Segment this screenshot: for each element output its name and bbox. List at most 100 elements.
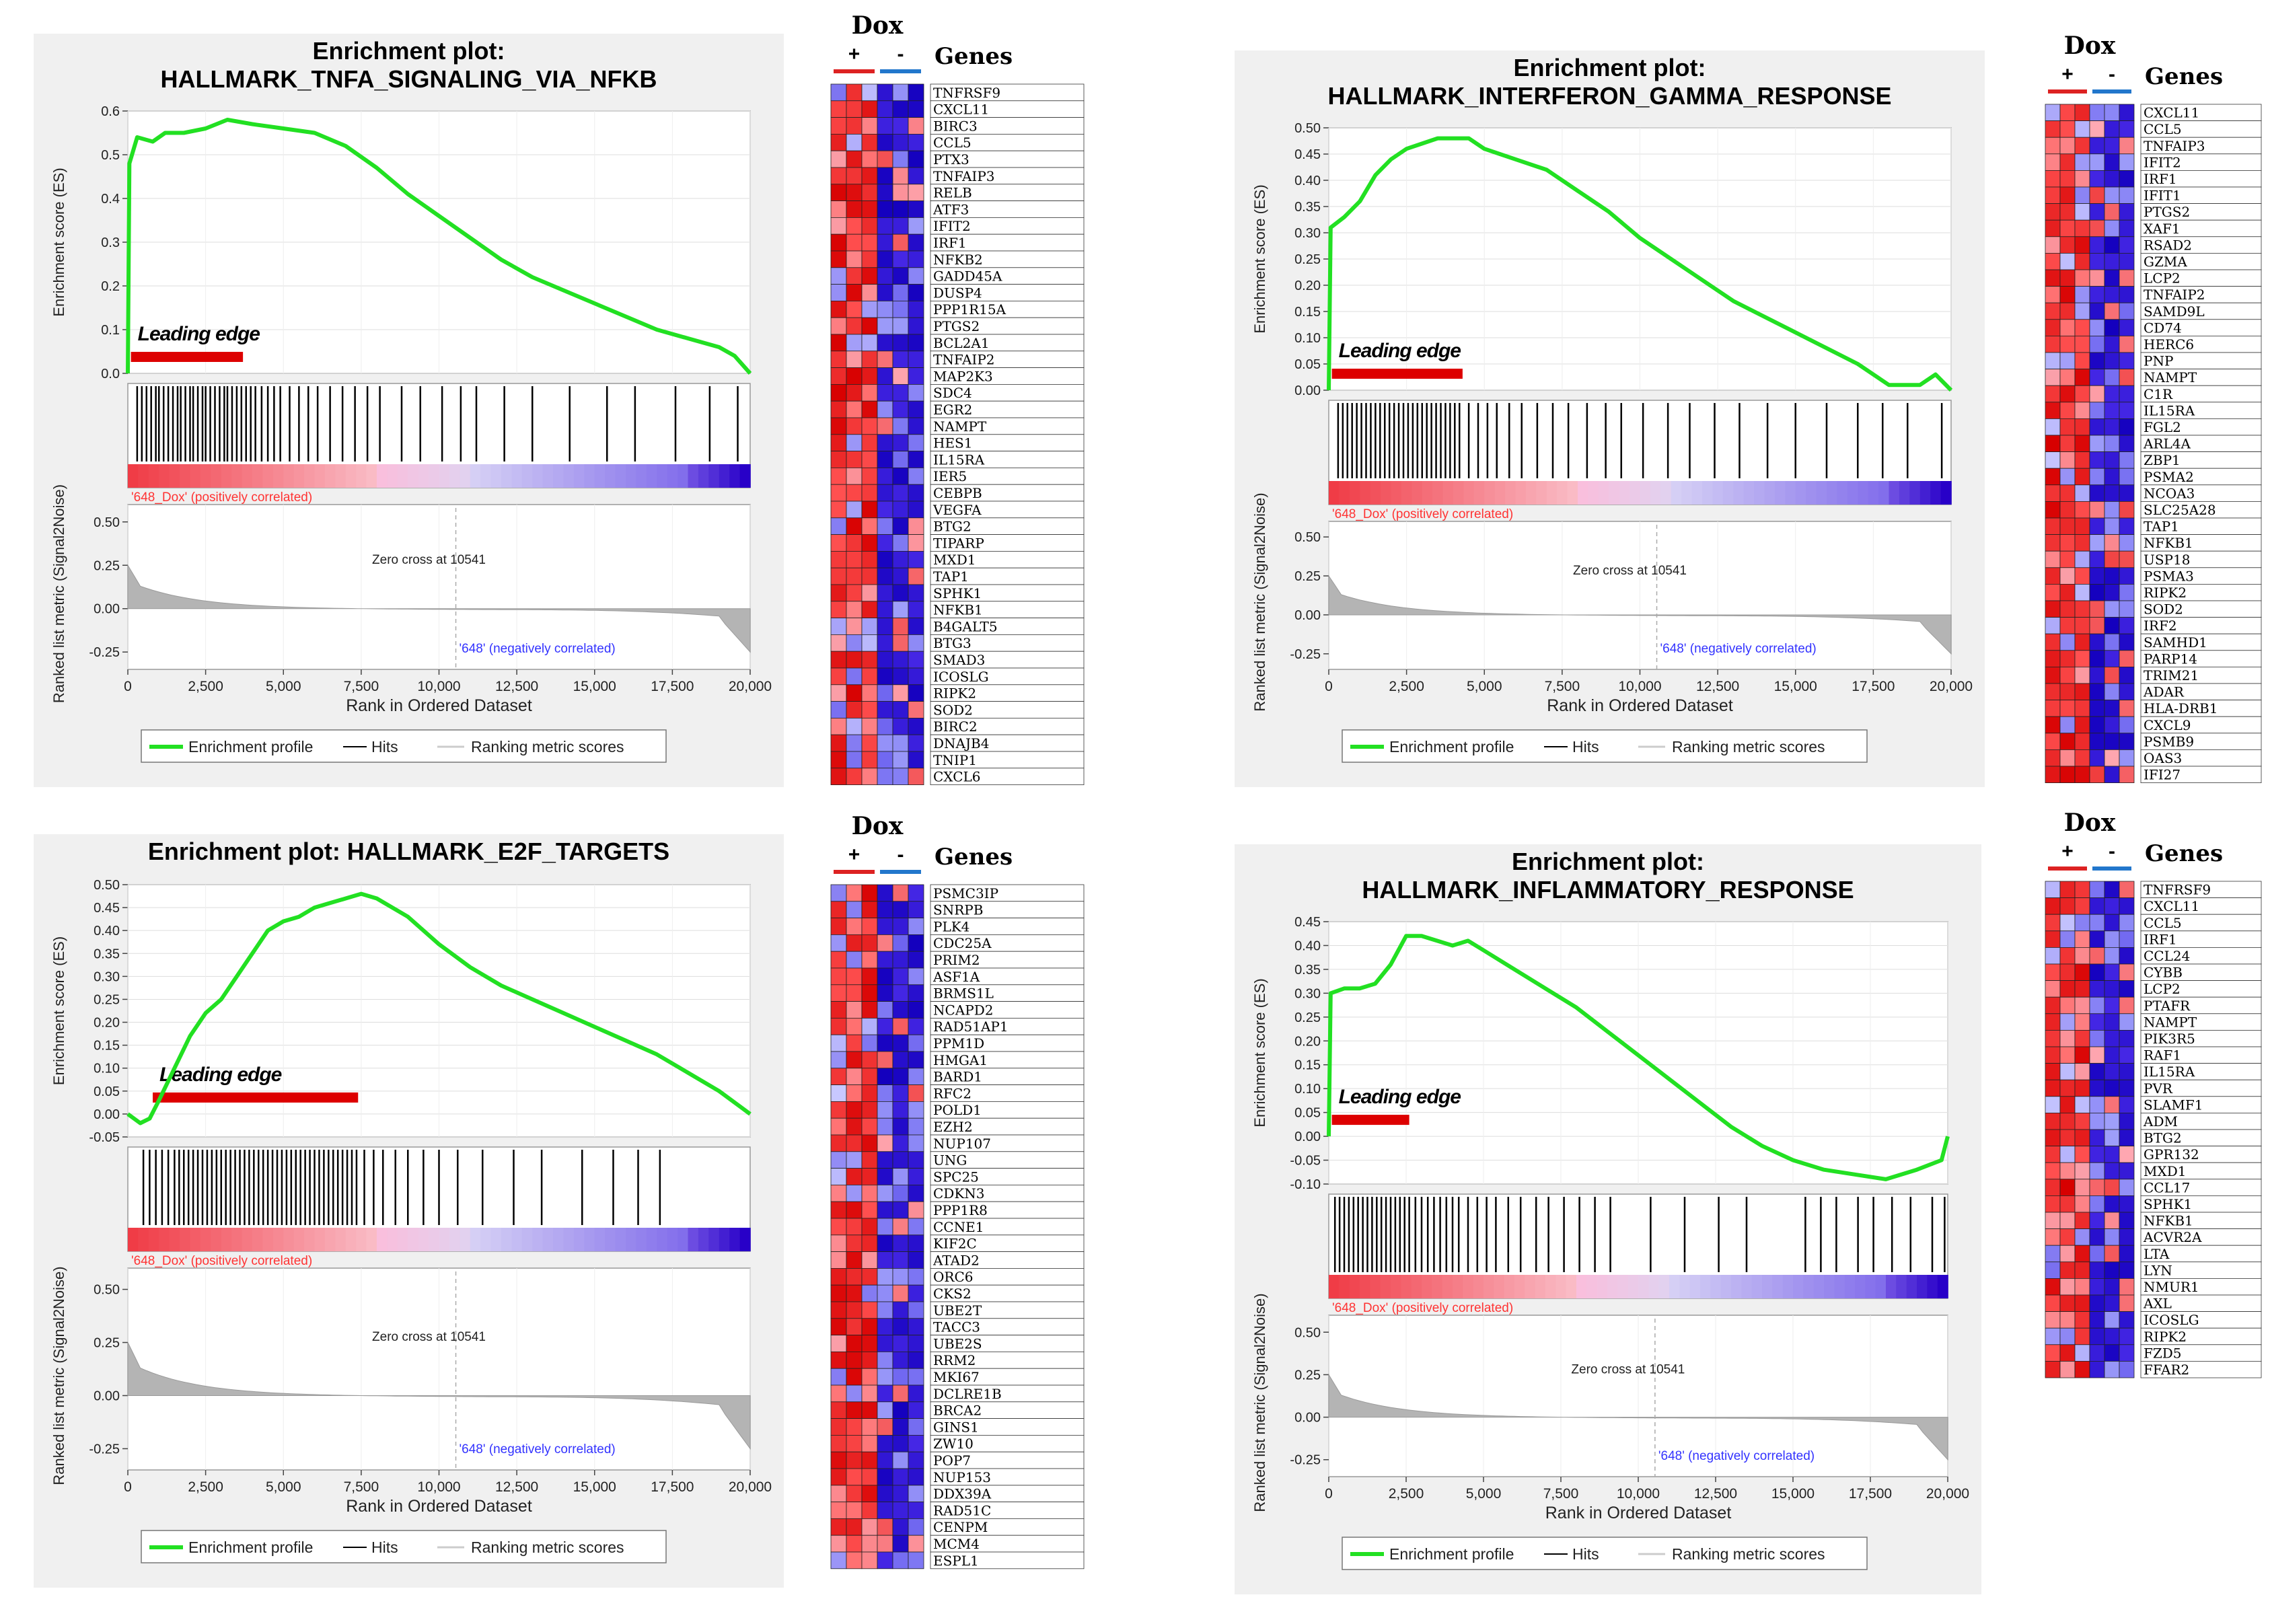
heatmap-cell <box>830 217 847 235</box>
x-tick-label: 0 <box>1325 1486 1333 1502</box>
heatmap-cell <box>2045 947 2061 965</box>
metric-tick-label: 0.25 <box>94 1336 120 1351</box>
rank-color-segment <box>408 464 419 488</box>
heatmap-cell <box>908 334 924 352</box>
rank-color-segment <box>1743 481 1755 505</box>
heatmap-cell <box>2074 650 2090 667</box>
heatmap-cell <box>2045 550 2061 568</box>
heatmap-cell <box>861 1068 878 1085</box>
heatmap-cell <box>861 667 878 686</box>
heatmap-cell <box>2089 451 2105 469</box>
heatmap-cell <box>908 1502 924 1519</box>
zero-cross-label: Zero cross at 10541 <box>372 1330 486 1344</box>
ranking-metric-area <box>127 564 751 653</box>
gene-label-box <box>930 1134 1085 1152</box>
gene-label-box <box>930 1502 1085 1519</box>
legend-item: Ranking metric scores <box>1672 1545 1825 1563</box>
rank-color-segment <box>1432 481 1444 505</box>
enrichment-plot-svg: Enrichment plot:HALLMARK_TNFA_SIGNALING_… <box>50 37 772 763</box>
heatmap-cell <box>846 634 863 652</box>
gene-label-box <box>2140 517 2262 536</box>
heatmap-cell <box>877 601 893 618</box>
heatmap-cell <box>2045 881 2061 899</box>
heatmap-cell <box>2119 617 2135 634</box>
heatmap-cell <box>2119 236 2135 254</box>
heatmap-cell <box>2045 733 2061 750</box>
heatmap-cell <box>830 267 847 285</box>
gene-label: NFKB1 <box>2144 535 2193 551</box>
legend-item: Enrichment profile <box>1389 1545 1514 1563</box>
leading-edge-label: Leading edge <box>1339 340 1461 362</box>
rank-color-segment <box>1762 1275 1773 1298</box>
rank-color-segment <box>1391 481 1402 505</box>
rank-color-segment <box>283 464 295 488</box>
es-tick-label: 0.35 <box>1294 963 1321 977</box>
heatmap-cell <box>2104 1179 2120 1196</box>
x-tick-label: 15,000 <box>573 1479 616 1495</box>
heatmap-cell <box>830 1551 847 1570</box>
rank-color-segment <box>729 1228 741 1251</box>
heatmap-cell <box>861 1502 878 1519</box>
heatmap-cell <box>846 601 863 618</box>
heatmap-cell <box>861 1185 878 1202</box>
es-tick-label: 0.30 <box>94 969 120 984</box>
heatmap-cell <box>877 1535 893 1553</box>
heatmap-cell <box>861 768 878 786</box>
gene-label: IL15RA <box>2144 402 2195 418</box>
heatmap-cell <box>2089 402 2105 419</box>
gene-label-box <box>930 551 1085 568</box>
heatmap-cell <box>2119 633 2135 651</box>
heatmap-cell <box>2074 534 2090 552</box>
rank-color-segment <box>1927 1275 1938 1298</box>
heatmap-cell <box>2045 963 2061 982</box>
rank-color-segment <box>553 1228 564 1251</box>
heatmap-cell <box>861 918 878 935</box>
heatmap-cell <box>2059 1278 2076 1296</box>
metric-tick-label: -0.25 <box>1290 647 1321 662</box>
gene-label-box <box>930 1268 1085 1286</box>
rank-color-segment <box>646 464 657 488</box>
heatmap-cell <box>2089 186 2105 205</box>
heatmap-cell <box>2045 435 2061 453</box>
heatmap-cell <box>2059 1327 2076 1345</box>
heatmap-cell <box>2104 930 2120 948</box>
gene-label: NAMPT <box>2144 1014 2197 1030</box>
heatmap-cell <box>2074 319 2090 336</box>
heatmap-cell <box>2119 1195 2135 1213</box>
gene-label: RELB <box>933 185 972 201</box>
gene-label: PPP1R15A <box>933 301 1006 318</box>
heatmap-cell <box>877 1551 893 1570</box>
heatmap-cell <box>2045 1063 2061 1080</box>
heatmap-genes-label: Genes <box>935 844 1013 871</box>
heatmap-cell <box>2089 468 2105 486</box>
heatmap-cell <box>892 1017 909 1035</box>
heatmap-cell <box>2074 468 2090 486</box>
rank-color-segment <box>1380 1275 1391 1298</box>
heatmap-cell <box>908 217 924 235</box>
heatmap-cell <box>846 233 863 252</box>
gene-label: B4GALT5 <box>933 618 998 634</box>
heatmap-cell <box>892 100 909 118</box>
x-axis-label: Rank in Ordered Dataset <box>1547 696 1733 715</box>
heatmap-cell <box>861 1251 878 1269</box>
rank-color-segment <box>1567 481 1578 505</box>
heatmap-cell <box>830 768 847 786</box>
heatmap-cell <box>861 300 878 318</box>
gene-label: RSAD2 <box>2144 237 2192 253</box>
x-tick-label: 5,000 <box>1466 1486 1502 1502</box>
heatmap-cell <box>2104 683 2120 701</box>
heatmap-cell <box>908 534 924 552</box>
heatmap-cell <box>846 1101 863 1119</box>
heatmap-cell <box>2104 667 2120 684</box>
gene-label-box <box>2140 1112 2262 1130</box>
heatmap-cell <box>2045 1079 2061 1097</box>
heatmap-cell <box>2074 1344 2090 1362</box>
heatmap-cell <box>830 250 847 268</box>
rank-color-segment <box>262 1228 274 1251</box>
rank-color-segment <box>439 1228 450 1251</box>
rank-color-segment <box>356 464 367 488</box>
gene-label-box <box>930 934 1085 952</box>
gene-label: PTGS2 <box>2144 204 2190 220</box>
gene-label-box <box>930 1117 1085 1136</box>
heatmap-cell <box>892 451 909 468</box>
